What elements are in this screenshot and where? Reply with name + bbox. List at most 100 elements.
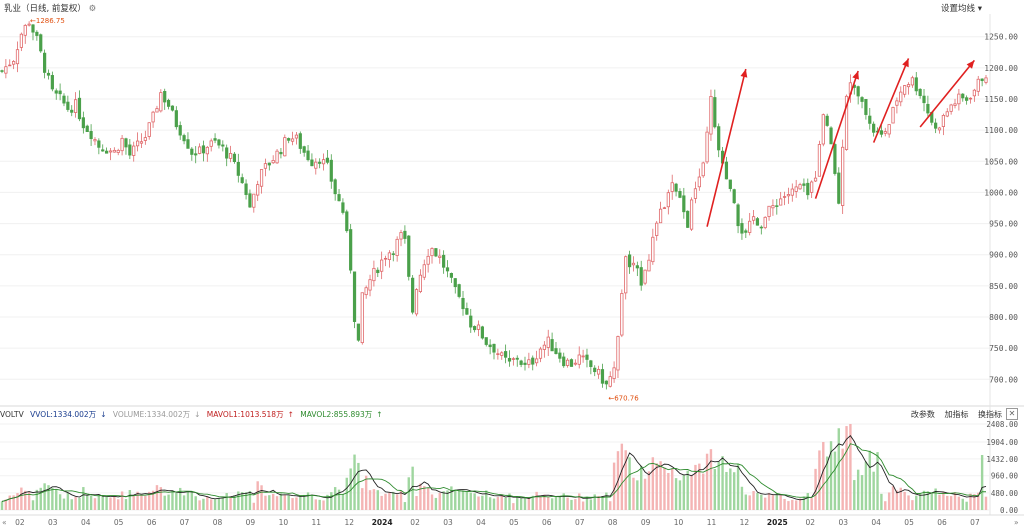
time-tick-label: 04	[476, 518, 486, 527]
gear-icon[interactable]: ⚙	[88, 4, 97, 14]
candle-body	[135, 140, 140, 147]
time-tick-label: 06	[147, 518, 157, 527]
candle-body	[31, 24, 35, 33]
candle-body	[314, 161, 318, 169]
volume-bar	[12, 495, 15, 510]
candle-body	[422, 264, 426, 278]
volume-bar	[779, 495, 782, 510]
volume-bar	[574, 499, 577, 510]
candle-body	[252, 193, 256, 208]
trend-arrowhead	[740, 69, 748, 78]
volume-bar	[907, 495, 910, 510]
volume-bar	[43, 483, 46, 510]
volume-bar	[465, 491, 469, 510]
candle-body	[228, 153, 233, 159]
volume-bar	[612, 462, 616, 510]
volume-bar	[66, 492, 70, 510]
volume-bar	[578, 493, 581, 510]
candle-body	[748, 220, 752, 233]
volume-bar	[58, 494, 62, 510]
volume-bar	[671, 468, 674, 510]
candle-body	[542, 344, 546, 350]
volume-bar	[167, 494, 170, 510]
volume-bar	[446, 490, 449, 510]
time-tick-label: 03	[48, 518, 58, 527]
candle-body	[802, 183, 806, 186]
candle-body	[980, 78, 984, 82]
price-candles	[0, 21, 988, 390]
trend-arrowhead	[966, 60, 975, 69]
candle-body	[767, 205, 771, 217]
volume-bar	[705, 453, 709, 510]
volume-bar	[179, 487, 182, 510]
volume-bar	[643, 478, 647, 510]
candle-body	[240, 177, 244, 184]
volume-bar	[190, 491, 194, 510]
volume-bar	[330, 492, 333, 510]
candle-body	[976, 78, 980, 92]
close-icon[interactable]: ✕	[1006, 408, 1018, 420]
volume-bar	[415, 496, 418, 510]
volume-bar	[686, 470, 689, 510]
volume-bar	[496, 497, 500, 510]
volume-bar	[891, 486, 895, 510]
volume-bar	[271, 493, 275, 510]
candle-body	[953, 103, 957, 106]
candle-body	[895, 100, 899, 106]
ma-setting-button[interactable]: 设置均线 ▾	[941, 2, 982, 14]
time-tick-label: 11	[312, 518, 322, 527]
volume-bar	[550, 498, 554, 510]
volume-bar	[380, 495, 383, 510]
volume-bar	[659, 461, 662, 510]
volume-bar	[694, 464, 697, 510]
volume-bar	[256, 481, 259, 510]
volume-bar	[837, 428, 840, 510]
volume-bar	[113, 496, 116, 510]
volume-bar	[155, 485, 159, 510]
add-indicator-button[interactable]: 加指标	[944, 410, 969, 419]
volume-bar	[39, 487, 42, 510]
candle-body	[535, 358, 539, 364]
volume-bar	[942, 492, 945, 510]
volume-bar	[833, 451, 837, 510]
candle-body	[221, 144, 225, 147]
candle-body	[8, 64, 12, 67]
time-tick-label: 03	[443, 518, 453, 527]
volume-bar	[609, 501, 612, 510]
candle-body	[678, 191, 682, 198]
time-tick-label: 09	[246, 518, 256, 527]
volume-bar	[763, 497, 767, 510]
volume-bar	[225, 493, 228, 510]
volume-bar	[353, 454, 356, 510]
candle-body	[333, 179, 337, 195]
candle-body	[349, 229, 353, 271]
candle-body	[639, 267, 643, 286]
edit-params-button[interactable]: 改参数	[910, 410, 935, 419]
time-tick-label: 12	[740, 518, 750, 527]
volume-bar	[872, 471, 875, 510]
switch-indicator-button[interactable]: 换指标	[978, 410, 1002, 419]
candle-body	[914, 77, 918, 92]
high-price-label: ←1286.75	[30, 17, 65, 25]
candle-body	[972, 89, 976, 97]
candle-body	[74, 99, 78, 113]
candle-body	[232, 153, 237, 162]
volume-bar	[713, 469, 717, 510]
candle-body	[387, 252, 392, 261]
candle-body	[833, 144, 837, 174]
volume-bar	[798, 498, 802, 510]
volume-bar	[105, 495, 108, 510]
volume-bar	[663, 467, 666, 510]
time-tick-label: 07	[970, 518, 980, 527]
candle-body	[217, 139, 221, 146]
candle-body	[965, 97, 969, 101]
candle-body	[666, 192, 670, 208]
candle-body	[403, 230, 407, 239]
mavol2-arrow: ↑	[376, 410, 383, 419]
volume-bar	[485, 490, 488, 510]
candle-body	[860, 97, 864, 102]
volume-bar	[372, 489, 376, 510]
candle-body	[488, 344, 492, 348]
volume-bar	[651, 457, 655, 510]
